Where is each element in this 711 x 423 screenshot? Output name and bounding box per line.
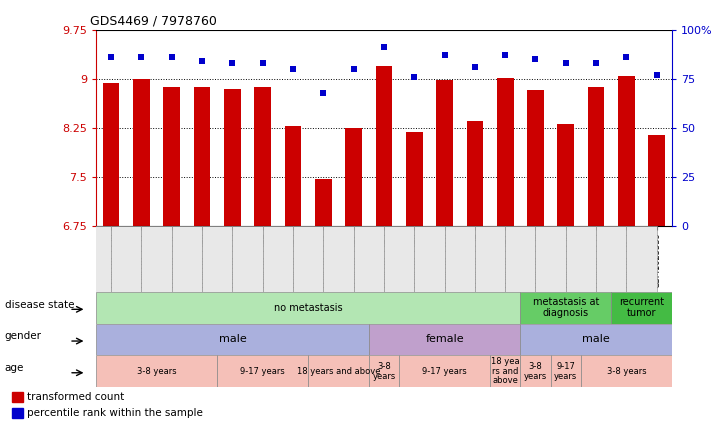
- Text: metastasis at
diagnosis: metastasis at diagnosis: [533, 297, 599, 318]
- Bar: [308, 355, 369, 387]
- Bar: [490, 355, 520, 387]
- Bar: [475, 226, 506, 292]
- Bar: [141, 226, 172, 292]
- Text: male: male: [582, 335, 610, 344]
- Bar: [81, 226, 111, 292]
- Bar: [232, 226, 262, 292]
- Text: no metastasis: no metastasis: [274, 303, 343, 313]
- Bar: [12, 408, 23, 418]
- Bar: [369, 324, 520, 355]
- Bar: [369, 355, 399, 387]
- Point: [590, 60, 602, 66]
- Text: gender: gender: [5, 331, 42, 341]
- Text: recurrent
tumor: recurrent tumor: [619, 297, 664, 318]
- Point: [166, 54, 178, 60]
- Bar: [506, 226, 535, 292]
- Point: [378, 44, 390, 51]
- Bar: [581, 355, 672, 387]
- Text: disease state: disease state: [5, 299, 74, 310]
- Point: [560, 60, 572, 66]
- Bar: [218, 355, 308, 387]
- Text: 9-17 years: 9-17 years: [422, 367, 467, 376]
- Bar: [520, 355, 550, 387]
- Text: female: female: [425, 335, 464, 344]
- Text: GDS4469 / 7978760: GDS4469 / 7978760: [90, 14, 217, 27]
- Bar: [384, 226, 415, 292]
- Bar: [520, 324, 672, 355]
- Bar: [466, 121, 483, 226]
- Bar: [444, 226, 475, 292]
- Bar: [497, 78, 513, 226]
- Bar: [406, 132, 422, 226]
- Bar: [164, 87, 180, 226]
- Text: age: age: [5, 363, 24, 373]
- Bar: [255, 87, 271, 226]
- Point: [318, 89, 329, 96]
- Bar: [375, 66, 392, 226]
- Text: 18 years and above: 18 years and above: [296, 367, 380, 376]
- Bar: [133, 79, 150, 226]
- Bar: [96, 355, 218, 387]
- Bar: [527, 90, 544, 226]
- Bar: [611, 292, 672, 324]
- Bar: [437, 80, 453, 226]
- Bar: [324, 226, 353, 292]
- Text: 3-8
years: 3-8 years: [373, 362, 395, 381]
- Bar: [96, 292, 520, 324]
- Text: 3-8
years: 3-8 years: [524, 362, 547, 381]
- Bar: [588, 87, 604, 226]
- Bar: [12, 392, 23, 402]
- Bar: [566, 226, 596, 292]
- Point: [105, 54, 117, 60]
- Point: [621, 54, 632, 60]
- Bar: [111, 226, 141, 292]
- Bar: [346, 128, 362, 226]
- Text: 3-8 years: 3-8 years: [606, 367, 646, 376]
- Bar: [353, 226, 384, 292]
- Bar: [415, 226, 444, 292]
- Point: [196, 58, 208, 64]
- Bar: [262, 226, 293, 292]
- Point: [348, 66, 359, 72]
- Bar: [193, 87, 210, 226]
- Bar: [626, 226, 657, 292]
- Bar: [399, 355, 490, 387]
- Bar: [103, 83, 119, 226]
- Point: [651, 71, 663, 78]
- Point: [439, 52, 450, 58]
- Bar: [618, 76, 635, 226]
- Bar: [535, 226, 566, 292]
- Bar: [596, 226, 626, 292]
- Point: [469, 63, 481, 70]
- Bar: [96, 324, 369, 355]
- Bar: [284, 126, 301, 226]
- Point: [500, 52, 511, 58]
- Bar: [172, 226, 202, 292]
- Text: 9-17 years: 9-17 years: [240, 367, 285, 376]
- Text: 9-17
years: 9-17 years: [554, 362, 577, 381]
- Bar: [293, 226, 324, 292]
- Point: [530, 56, 541, 63]
- Bar: [202, 226, 232, 292]
- Bar: [557, 124, 574, 226]
- Point: [257, 60, 268, 66]
- Bar: [550, 355, 581, 387]
- Bar: [520, 292, 611, 324]
- Bar: [648, 135, 665, 226]
- Bar: [315, 179, 331, 226]
- Point: [136, 54, 147, 60]
- Point: [287, 66, 299, 72]
- Bar: [224, 89, 241, 226]
- Text: transformed count: transformed count: [27, 392, 124, 402]
- Text: 18 yea
rs and
above: 18 yea rs and above: [491, 357, 520, 385]
- Point: [227, 60, 238, 66]
- Point: [409, 74, 420, 80]
- Text: 3-8 years: 3-8 years: [137, 367, 176, 376]
- Text: male: male: [218, 335, 246, 344]
- Text: percentile rank within the sample: percentile rank within the sample: [27, 408, 203, 418]
